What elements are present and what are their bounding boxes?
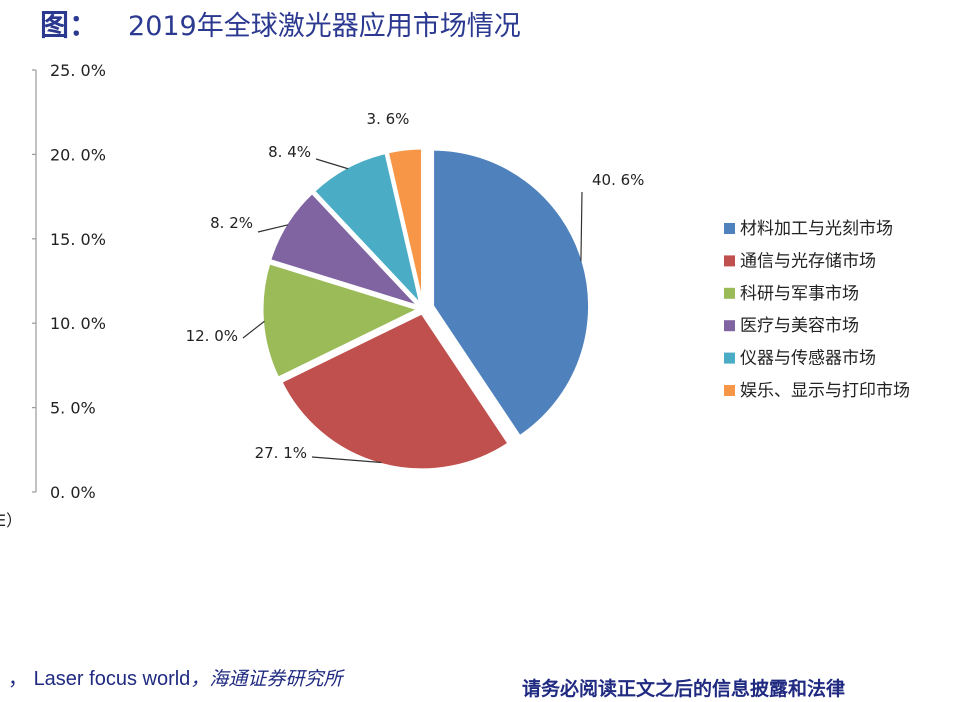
pie-slice (260, 260, 424, 381)
data-label: 27. 1% (255, 444, 307, 462)
left-axis-tick-label: 5. 0% (50, 399, 96, 418)
chart-title: 图： 2019年全球激光器应用市场情况 (40, 2, 521, 44)
legend-swatch (724, 223, 735, 234)
source-separator: ， (190, 668, 210, 690)
data-label: 12. 0% (186, 327, 238, 345)
leader-line (257, 224, 289, 233)
legend-label: 仪器与传感器市场 (740, 349, 876, 369)
legend-label: 娱乐、显示与打印市场 (740, 381, 910, 401)
source-note: ， Laser focus world，海通证券研究所 (8, 662, 342, 691)
left-axis-tick-label: 10. 0% (50, 314, 106, 333)
pie-slice (267, 190, 425, 310)
data-label: 40. 6% (592, 171, 644, 189)
legend-swatch (724, 255, 735, 267)
data-label: 3. 6% (367, 110, 410, 128)
pie-slice (431, 147, 592, 439)
title-text: 2019年全球激光器应用市场情况 (128, 11, 521, 42)
pie-slice (385, 146, 425, 306)
leader-line (242, 320, 265, 339)
source-prefix: ， (8, 668, 28, 690)
pie-slices (260, 146, 592, 472)
title-prefix: 图： (40, 8, 99, 42)
data-labels: 40. 6% 27. 1% 12. 0% 8. 2% 8. 4% 3. 6% (186, 110, 645, 462)
legend-swatch (724, 352, 735, 364)
left-axis-tick-label: 0. 0% (50, 483, 96, 502)
source-haitong: 海通证券研究所 (209, 668, 343, 690)
legend-label: 通信与光存储市场 (740, 251, 876, 271)
pie-slice (278, 310, 512, 472)
pie-slice (311, 150, 424, 311)
leader-line (580, 191, 583, 262)
legend-label: 医疗与美容市场 (740, 316, 859, 336)
data-label: 8. 4% (268, 143, 311, 161)
data-label: 8. 2% (210, 214, 253, 232)
legend-label: 材料加工与光刻市场 (740, 219, 893, 239)
source-laser-focus-world: Laser focus world (33, 668, 191, 690)
left-axis-tick-label: 25. 0% (50, 61, 106, 80)
left-axis-tick-label: 15. 0% (50, 230, 106, 249)
left-axis-tick-label: 20. 0% (50, 145, 106, 164)
legend-swatch (724, 385, 735, 396)
leader-line (311, 456, 382, 464)
legend-swatch (724, 287, 735, 299)
disclaimer: 请务必阅读正文之后的信息披露和法律 (522, 678, 846, 700)
left-axis-fragment: E） (0, 511, 22, 530)
leader-lines (242, 158, 583, 464)
legend: 材料加工与光刻市场通信与光存储市场科研与军事市场医疗与美容市场仪器与传感器市场娱… (724, 219, 910, 401)
legend-swatch (724, 320, 735, 332)
leader-line (315, 158, 349, 170)
left-axis: 25. 0% 20. 0% 15. 0% 10. 0% 5. 0% 0. 0% E） (0, 61, 106, 530)
legend-label: 科研与军事市场 (740, 284, 859, 304)
